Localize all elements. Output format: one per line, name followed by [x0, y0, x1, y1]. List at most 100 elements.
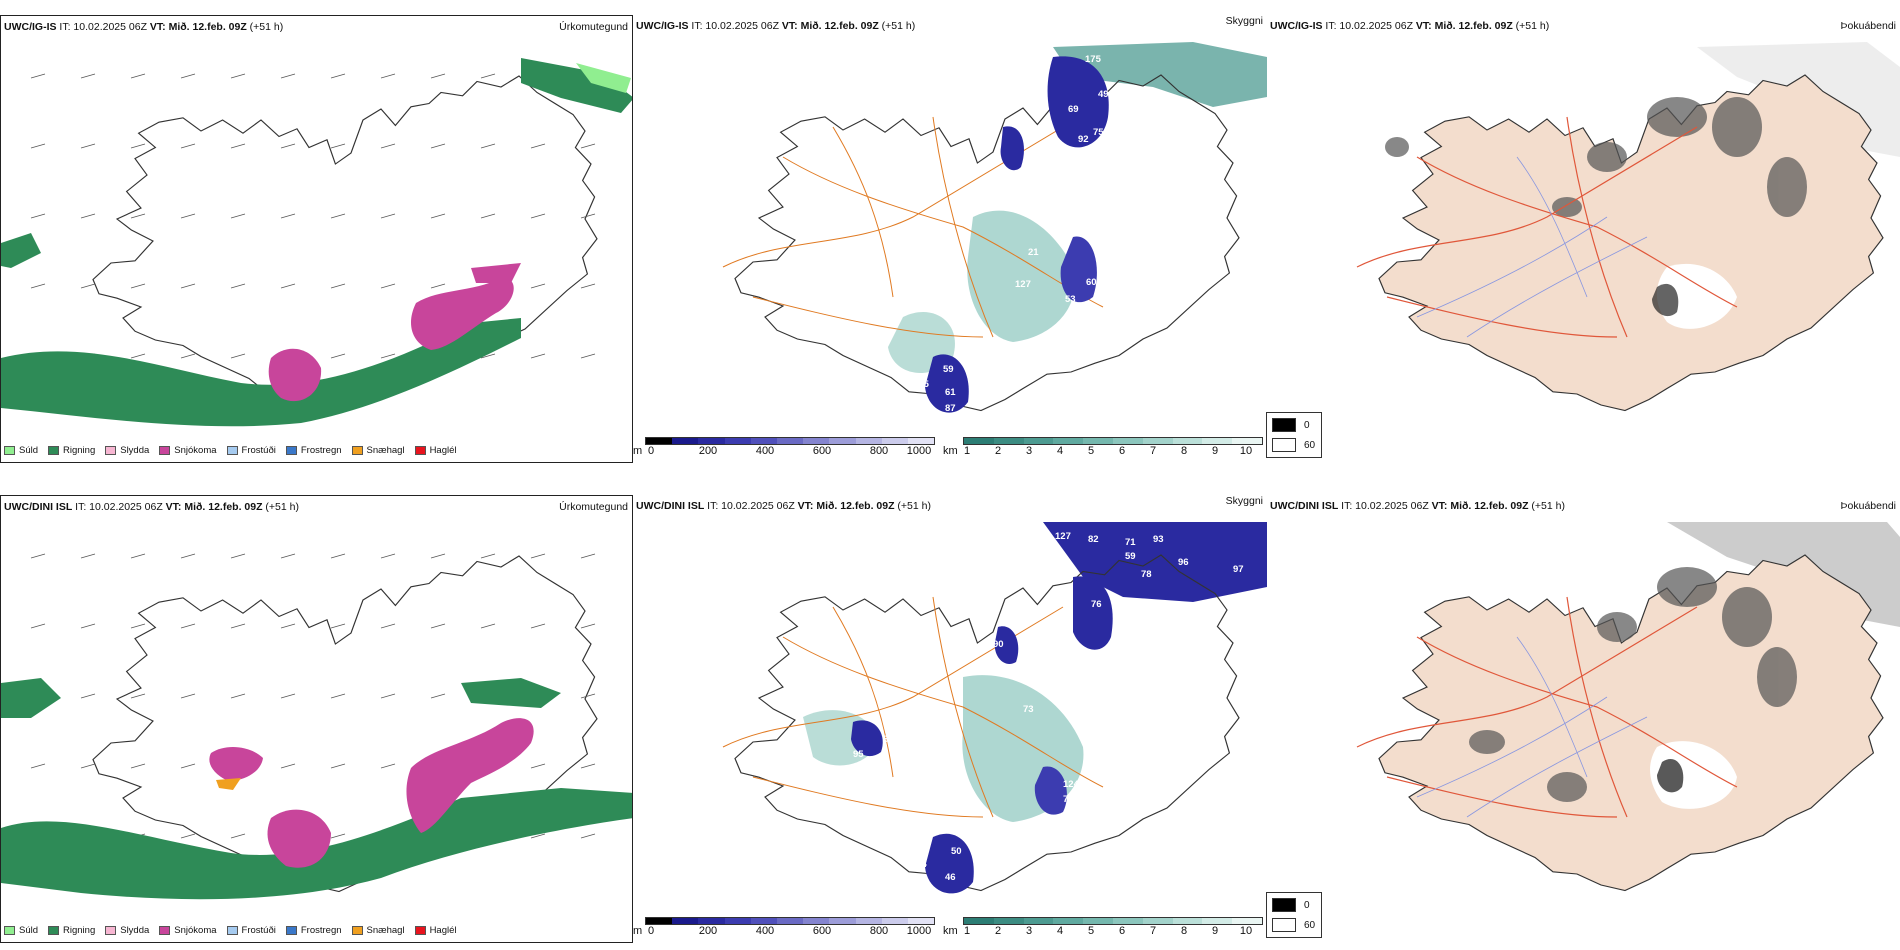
cloud-label: 59 [1108, 119, 1119, 130]
cloud-label: 81 [1029, 664, 1040, 675]
ceiling-tick: 0 [647, 925, 655, 937]
cloud-label: 124 [1063, 779, 1080, 790]
cloud-label: 93 [1153, 534, 1164, 545]
legend-item-rain: Rigning [48, 445, 95, 456]
cloud-label: 117 [1053, 224, 1068, 235]
cloud-label: 82 [1088, 534, 1099, 545]
visibility-tick: 10 [1239, 445, 1253, 457]
precip-type-panel-bottom: UWC/DINI ISL IT: 10.02.2025 06Z VT: Mið.… [0, 495, 633, 943]
visibility-tick: 3 [1025, 925, 1033, 937]
cloud-label: 59 [943, 364, 954, 375]
cloud-label: 76 [1091, 599, 1102, 610]
visibility-colorbar-bottom: km 1 2 3 4 5 6 7 8 9 10 [943, 917, 1265, 949]
cloud-label: 73 [1023, 704, 1034, 715]
legend-item-drizzle: Súld [4, 445, 38, 456]
fog-legend-bottom: 0 60 [1266, 892, 1322, 938]
precip-legend: Súld Rigning Slydda Snjókoma Frostúði Fr… [4, 925, 457, 936]
visibility-tick: 5 [1087, 925, 1095, 937]
precip-legend: Súld Rigning Slydda Snjókoma Frostúði Fr… [4, 445, 457, 456]
ceiling-tick: 400 [755, 445, 775, 457]
cloud-label: 59 [1125, 551, 1136, 562]
ceiling-tick: 1000 [906, 445, 932, 457]
cloud-label: 80 [895, 716, 906, 727]
panel-subtitle: Skyggni [1225, 15, 1263, 27]
legend-item-snow-pellets: Snæhagl [351, 445, 405, 456]
visibility-tick: 3 [1025, 445, 1033, 457]
ceiling-tick: 600 [812, 445, 832, 457]
visibility-unit: km [943, 445, 958, 457]
visibility-tick: 1 [963, 445, 971, 457]
cloud-label: 60 [1086, 277, 1097, 288]
ceiling-colorbar-bottom: m 0 200 400 600 800 1000 [633, 917, 938, 949]
visibility-colorbar-top: km 1 2 3 4 5 6 7 8 9 10 [943, 437, 1265, 469]
ceiling-tick: 200 [698, 925, 718, 937]
cloud-label: 135 [913, 379, 930, 390]
panel-subtitle: Þokuábendi [1840, 20, 1896, 32]
panel-subtitle: Úrkomutegund [559, 501, 628, 513]
legend-item-snow: Snjókoma [159, 925, 217, 936]
cloud-label: 175 [1085, 54, 1102, 65]
visibility-tick: 1 [963, 925, 971, 937]
panel-title: UWC/IG-IS IT: 10.02.2025 06Z VT: Mið. 12… [636, 20, 916, 32]
visibility-tick: 8 [1180, 925, 1188, 937]
fog-indicator-panel-top: UWC/IG-IS IT: 10.02.2025 06Z VT: Mið. 12… [1267, 15, 1900, 463]
cloud-label: 127 [1055, 531, 1071, 542]
ceiling-colorbar-top: m 0 200 400 600 800 1000 [633, 437, 938, 469]
cloud-label: 69 [1068, 104, 1079, 115]
cloud-label: 53 [1105, 749, 1116, 760]
cloud-base-map: 175 93 69 49 92 59 75 77 101 23 105 117 … [722, 42, 1267, 414]
cloud-label: 72 [905, 882, 916, 893]
cloud-label: 75 [1093, 127, 1104, 138]
visibility-tick: 7 [1149, 925, 1157, 937]
cloud-label: 87 [945, 403, 956, 414]
cloud-label: 127 [1015, 279, 1031, 290]
cloud-label: 40 [905, 399, 916, 410]
cloud-label: 77 [995, 189, 1006, 200]
cloud-label: 93 [783, 89, 794, 100]
precip-type-panel-top: UWC/IG-IS IT: 10.02.2025 06Z VT: Mið. 12… [0, 15, 633, 463]
panel-subtitle: Þokuábendi [1840, 500, 1896, 512]
ceiling-tick: 800 [869, 445, 889, 457]
cloud-label: 77 [1063, 794, 1074, 805]
ceiling-tick: 0 [647, 445, 655, 457]
cloud-label: 97 [1233, 564, 1244, 575]
cloud-label: 46 [945, 872, 956, 883]
legend-item-hail: Haglél [414, 445, 457, 456]
legend-item-freezing-rain: Frostregn [285, 445, 342, 456]
panel-title: UWC/DINI ISL IT: 10.02.2025 06Z VT: Mið.… [4, 501, 299, 513]
cloud-label: 61 [945, 387, 956, 398]
visibility-tick: 5 [1087, 445, 1095, 457]
visibility-unit: km [943, 925, 958, 937]
ceiling-unit: m [633, 925, 643, 937]
ceiling-unit: m [633, 445, 643, 457]
visibility-tick: 4 [1056, 925, 1064, 937]
visibility-tick: 10 [1239, 925, 1253, 937]
fog-map [1356, 42, 1900, 412]
ceiling-tick: 400 [755, 925, 775, 937]
cloud-base-map: 127 82 71 93 59 96 97 78 76 89 90 81 73 … [722, 522, 1267, 894]
legend-item-sleet: Slydda [105, 445, 149, 456]
visibility-tick: 2 [994, 925, 1002, 937]
cloud-label: 96 [1178, 557, 1189, 568]
cloud-label: 102 [1058, 319, 1074, 330]
visibility-tick: 6 [1118, 925, 1126, 937]
cloud-label: 92 [1078, 134, 1089, 145]
ceiling-tick: 1000 [906, 925, 932, 937]
panel-title: UWC/DINI ISL IT: 10.02.2025 06Z VT: Mið.… [1270, 500, 1565, 512]
cloud-visibility-panel-top: UWC/IG-IS IT: 10.02.2025 06Z VT: Mið. 12… [633, 15, 1267, 463]
ceiling-tick: 200 [698, 445, 718, 457]
cloud-label: 53 [1065, 294, 1076, 305]
cloud-label: 49 [1098, 89, 1109, 100]
ceiling-tick: 600 [812, 925, 832, 937]
cloud-label: 50 [951, 846, 962, 857]
precip-map [1, 58, 632, 427]
legend-item-freezing-drizzle: Frostúði [226, 445, 276, 456]
panel-title: UWC/IG-IS IT: 10.02.2025 06Z VT: Mið. 12… [4, 21, 284, 33]
cloud-label: 71 [1125, 537, 1136, 548]
cloud-label: 89 [1063, 344, 1074, 355]
visibility-tick: 4 [1056, 445, 1064, 457]
panel-subtitle: Skyggni [1225, 495, 1263, 507]
cloud-label: 90 [993, 639, 1004, 650]
cloud-label: 89 [1113, 609, 1124, 620]
cloud-label: 101 [1001, 201, 1018, 212]
